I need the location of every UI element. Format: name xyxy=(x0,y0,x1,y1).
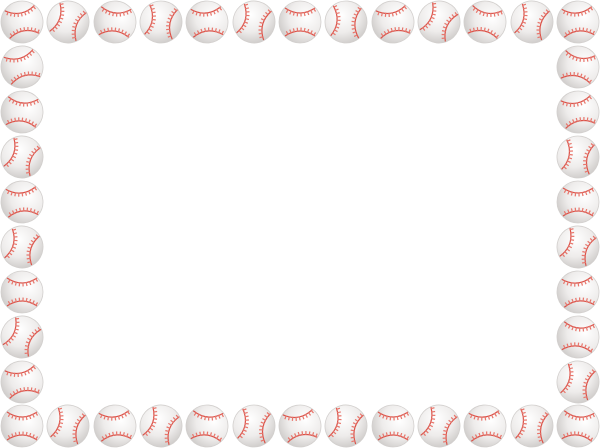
baseball xyxy=(0,403,45,448)
baseball xyxy=(370,403,416,448)
baseball xyxy=(0,269,45,315)
baseball xyxy=(555,179,600,225)
baseball xyxy=(277,0,323,45)
